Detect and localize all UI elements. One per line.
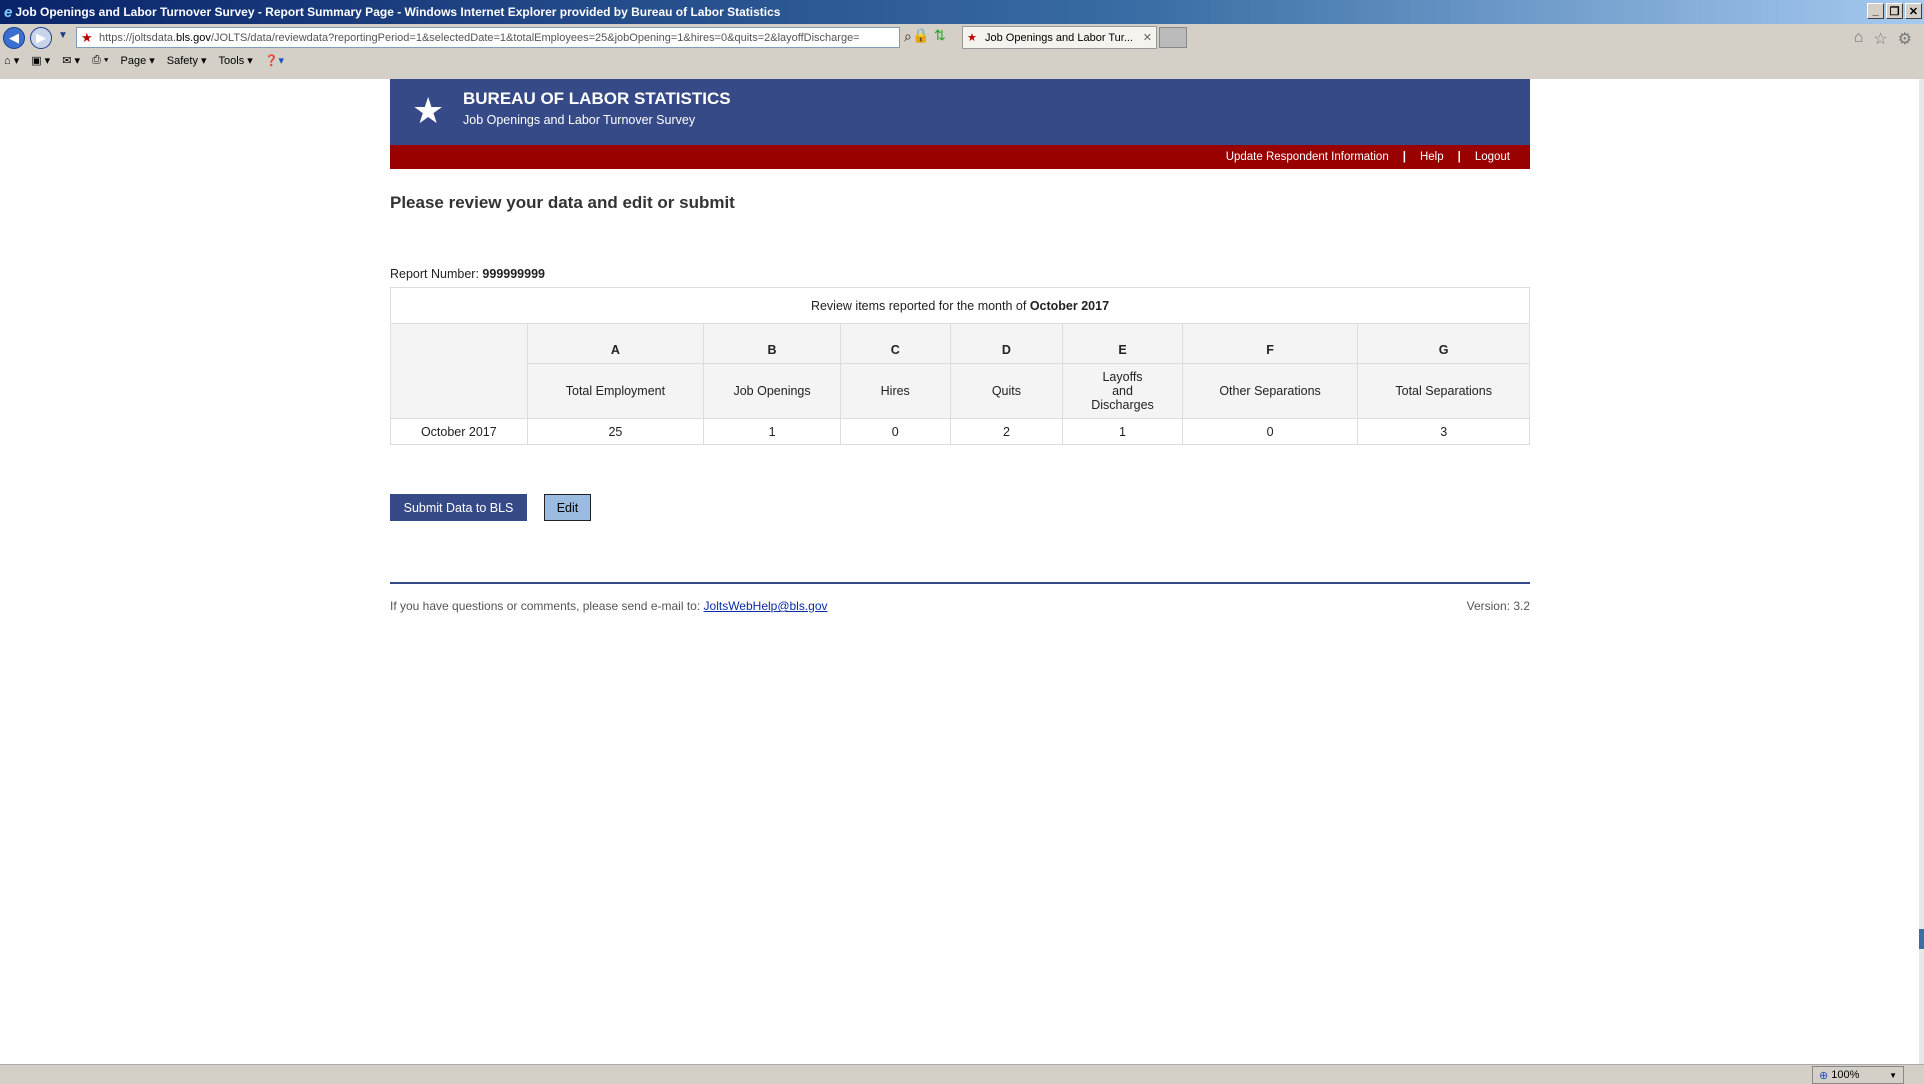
cell-value: 0	[1181, 418, 1359, 445]
menu-safety[interactable]: Safety ▾	[166, 55, 207, 67]
close-tab-icon[interactable]: ✕	[1142, 32, 1152, 44]
print-icon[interactable]: ⎙ ▾	[92, 54, 109, 66]
ie-icon: e	[4, 3, 13, 21]
zoom-control[interactable]: ⊕ 100% ▼	[1812, 1066, 1904, 1084]
minimize-button[interactable]: _	[1867, 3, 1884, 19]
browser-tab[interactable]: ★ Job Openings and Labor Tur... ✕	[962, 26, 1157, 49]
window-title: Job Openings and Labor Turnover Survey -…	[15, 5, 781, 19]
new-tab-button[interactable]	[1159, 27, 1187, 48]
column-header: Total Employment	[526, 363, 705, 419]
forward-button[interactable]: ▶	[30, 27, 52, 49]
cell-value: 3	[1357, 418, 1530, 445]
gear-icon[interactable]: ⚙	[1897, 31, 1912, 48]
back-button[interactable]: ◀	[3, 27, 25, 49]
column-letter: A	[526, 323, 705, 364]
cell-value: 0	[839, 418, 951, 445]
column-header: Layoffs and Discharges	[1062, 363, 1183, 419]
lock-icon[interactable]: 🔒	[912, 27, 930, 43]
browser-chrome: ◀ ▶ ▼ ★ https://joltsdata. bls.gov/JOLTS/…	[0, 24, 1924, 79]
chevron-down-icon: ▼	[1889, 1070, 1897, 1080]
footer-divider	[390, 582, 1530, 584]
submit-button[interactable]: Submit Data to BLS	[390, 494, 527, 521]
menu-page[interactable]: Page ▾	[120, 55, 155, 67]
scrollbar[interactable]	[1919, 79, 1924, 1064]
site-header: ★ BUREAU OF LABOR STATISTICS Job Opening…	[390, 79, 1530, 145]
table-caption: Review items reported for the month of O…	[390, 287, 1530, 324]
survey-name: Job Openings and Labor Turnover Survey	[463, 113, 696, 127]
window-title-bar: e Job Openings and Labor Turnover Survey…	[0, 0, 1924, 24]
corner-cell	[390, 323, 528, 419]
status-bar: ⊕ 100% ▼	[0, 1064, 1924, 1084]
column-letter: D	[949, 323, 1064, 364]
column-letter: E	[1062, 323, 1183, 364]
update-respondent-link[interactable]: Update Respondent Information	[1225, 151, 1389, 163]
org-name: BUREAU OF LABOR STATISTICS	[463, 89, 731, 108]
footer-contact: If you have questions or comments, pleas…	[390, 599, 828, 613]
close-button[interactable]: ✕	[1905, 3, 1922, 19]
cell-value: 25	[526, 418, 705, 445]
refresh-icon[interactable]: ⇅	[934, 27, 946, 43]
home-icon[interactable]: ⌂ ▾	[4, 55, 20, 67]
menu-tools[interactable]: Tools ▾	[218, 55, 253, 67]
feeds-icon[interactable]: ▣ ▾	[31, 55, 51, 67]
bls-star-logo-icon: ★	[412, 90, 445, 131]
column-header: Job Openings	[703, 363, 841, 419]
report-number: Report Number: 999999999	[390, 267, 545, 281]
restore-button[interactable]: ❐	[1886, 3, 1903, 19]
column-header: Quits	[949, 363, 1064, 419]
mail-icon[interactable]: ✉ ▾	[62, 55, 81, 67]
favorites-star-icon[interactable]: ☆	[1873, 31, 1888, 48]
address-bar[interactable]: ★ https://joltsdata. bls.gov/JOLTS/data/r…	[76, 27, 900, 48]
cell-value: 1	[1062, 418, 1183, 445]
cell-value: 2	[949, 418, 1064, 445]
bls-favicon-icon: ★	[967, 32, 977, 44]
divider: |	[1457, 151, 1461, 163]
help-icon[interactable]: ❓▾	[264, 55, 285, 67]
column-header: Total Separations	[1357, 363, 1530, 419]
cell-value: 1	[703, 418, 841, 445]
row-label: October 2017	[390, 418, 528, 445]
bls-favicon-icon: ★	[81, 29, 93, 45]
review-table: Review items reported for the month of O…	[390, 287, 1530, 445]
column-header: Other Separations	[1181, 363, 1359, 419]
logout-link[interactable]: Logout	[1474, 151, 1510, 163]
top-nav: Update Respondent Information | Help | L…	[390, 145, 1530, 169]
history-dropdown-icon[interactable]: ▼	[58, 30, 68, 41]
column-letter: F	[1181, 323, 1359, 364]
help-link[interactable]: Help	[1419, 151, 1444, 163]
column-letter: C	[839, 323, 951, 364]
column-letter: B	[703, 323, 841, 364]
home-icon[interactable]: ⌂	[1853, 29, 1864, 46]
divider: |	[1402, 151, 1406, 163]
edit-button[interactable]: Edit	[544, 494, 591, 521]
search-icon[interactable]: ⌕	[904, 28, 912, 44]
table-row: October 2017 25 1 0 2 1 0 3	[390, 418, 1530, 445]
zoom-icon: ⊕	[1819, 1069, 1829, 1082]
page-title: Please review your data and edit or subm…	[390, 193, 735, 212]
column-letter: G	[1357, 323, 1530, 364]
version-label: Version: 3.2	[1466, 599, 1530, 613]
email-link[interactable]: JoltsWebHelp@bls.gov	[703, 599, 828, 613]
column-header: Hires	[839, 363, 951, 419]
